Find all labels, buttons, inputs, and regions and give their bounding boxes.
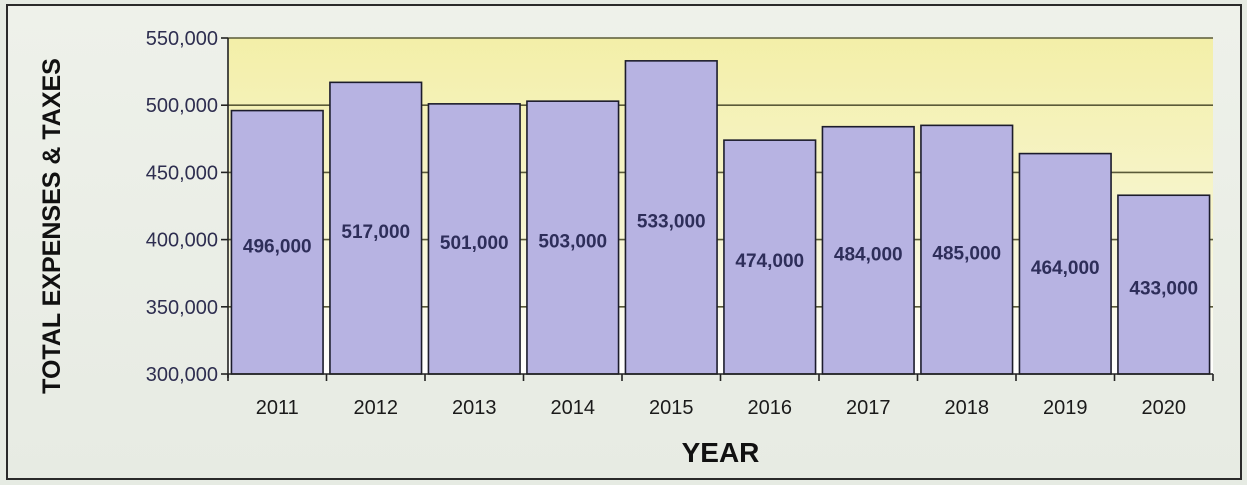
bar-2017 [821,125,915,375]
bar-2012 [329,81,423,375]
x-tick-label-2018: 2018 [945,397,990,419]
bar-2013 [427,103,521,375]
y-tick-label-400,000: 400,000 [146,230,218,252]
data-label-2014: 503,000 [538,232,607,253]
bars [230,60,1211,375]
y-axis-tick-labels: 300,000 350,000 400,000 450,000 500,000 550,0… [146,28,218,386]
x-axis-title: YEAR [682,437,760,468]
x-tick-label-2020: 2020 [1142,397,1187,419]
data-label-2012: 517,000 [341,222,410,243]
x-tick-label-2015: 2015 [649,397,694,419]
bar-2015 [624,60,718,375]
y-tick-label-550,000: 550,000 [146,28,218,50]
data-label-2019: 464,000 [1031,258,1100,279]
x-axis-tick-labels: 2011 2012 2013 2014 2015 2016 2017 2018 2019 2020 [256,397,1186,419]
data-label-2011: 496,000 [243,236,312,257]
bar-2016 [723,139,817,375]
data-labels: 496,000 517,000 501,000 503,000 533,000 474,0… [243,211,1198,299]
data-label-2018: 485,000 [932,244,1001,265]
data-label-2016: 474,000 [735,251,804,272]
bar-2020 [1117,194,1211,375]
y-tick-label-300,000: 300,000 [146,364,218,386]
x-tick-label-2017: 2017 [846,397,891,419]
data-label-2015: 533,000 [637,211,706,232]
y-axis-title: TOTAL EXPENSES & TAXES [38,58,66,394]
x-tick-label-2013: 2013 [452,397,497,419]
y-tick-label-350,000: 350,000 [146,297,218,319]
data-label-2020: 433,000 [1129,279,1198,300]
x-tick-label-2012: 2012 [354,397,399,419]
axes [221,37,1214,381]
bar-2019 [1018,152,1112,375]
bar-2011 [230,109,324,375]
x-tick-label-2014: 2014 [551,397,596,419]
x-tick-label-2019: 2019 [1043,397,1088,419]
y-tick-label-500,000: 500,000 [146,95,218,117]
x-tick-label-2011: 2011 [256,397,299,419]
data-label-2013: 501,000 [440,233,509,254]
x-tick-label-2016: 2016 [748,397,793,419]
y-tick-label-450,000: 450,000 [146,162,218,184]
bar-2014 [526,100,620,375]
data-label-2017: 484,000 [834,244,903,265]
